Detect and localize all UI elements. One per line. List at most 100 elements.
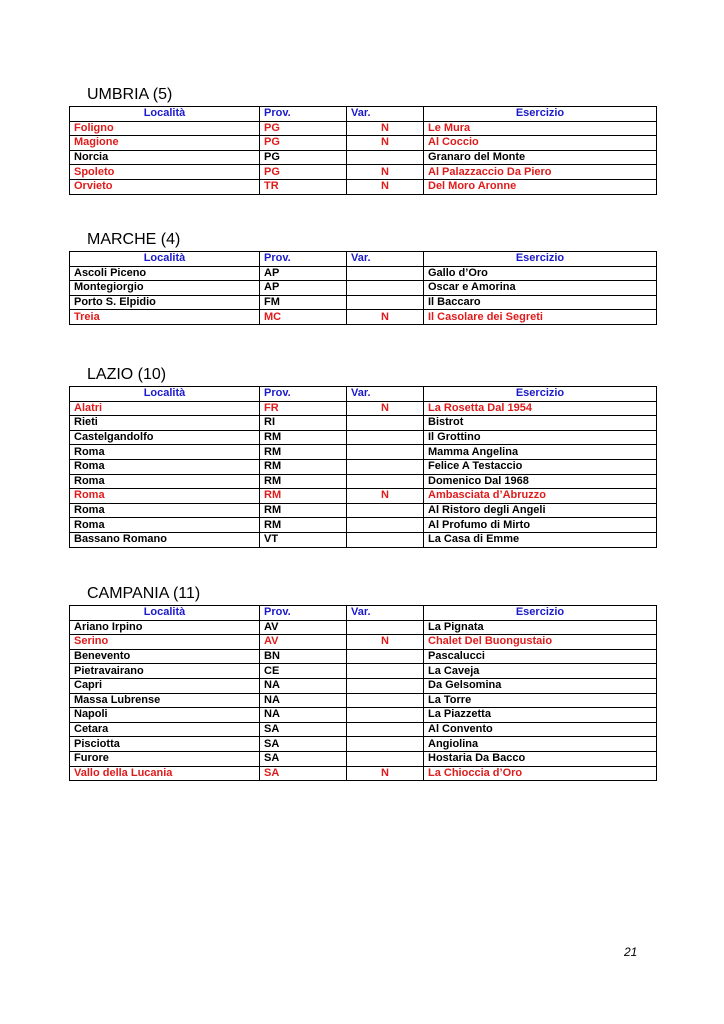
table-row: Massa Lubrense NA La Torre bbox=[69, 692, 657, 709]
region-title: MARCHE (4) bbox=[87, 231, 181, 248]
column-header: Esercizio bbox=[423, 605, 657, 621]
cell-esercizio: Al Convento bbox=[423, 721, 657, 738]
cell-prov: VT bbox=[259, 531, 347, 548]
cell-localita: Orvieto bbox=[69, 178, 260, 195]
table-row: Roma RM N Ambasciata d’Abruzzo bbox=[69, 488, 657, 504]
cell-esercizio: Oscar e Amorina bbox=[423, 280, 657, 296]
column-header: Var. bbox=[346, 251, 424, 267]
table-row: Roma RM Mamma Angelina bbox=[69, 444, 657, 460]
cell-prov: SA bbox=[259, 736, 347, 752]
cell-var: N bbox=[346, 400, 424, 417]
cell-var bbox=[346, 619, 424, 636]
table-header-row: Località Prov. Var. Esercizio bbox=[69, 386, 657, 402]
cell-localita: Treia bbox=[69, 309, 260, 325]
cell-prov: RI bbox=[259, 415, 347, 431]
cell-esercizio: Granaro del Monte bbox=[423, 149, 657, 166]
cell-var bbox=[346, 415, 424, 431]
table-header-row: Località Prov. Var. Esercizio bbox=[69, 106, 657, 122]
table-row: Roma RM Al Ristoro degli Angeli bbox=[69, 502, 657, 519]
cell-localita: Norcia bbox=[69, 149, 260, 166]
cell-localita: Pisciotta bbox=[69, 736, 260, 752]
cell-prov: AV bbox=[259, 634, 347, 650]
table-row: Roma RM Felice A Testaccio bbox=[69, 458, 657, 475]
table-row: Roma RM Domenico Dal 1968 bbox=[69, 473, 657, 490]
cell-esercizio: Hostaria Da Bacco bbox=[423, 750, 657, 767]
cell-prov: AP bbox=[259, 280, 347, 296]
cell-localita: Roma bbox=[69, 444, 260, 460]
table-row: Capri NA Da Gelsomina bbox=[69, 677, 657, 694]
cell-var bbox=[346, 750, 424, 767]
cell-prov: RM bbox=[259, 502, 347, 519]
cell-var bbox=[346, 444, 424, 460]
cell-var bbox=[346, 663, 424, 679]
cell-prov: PG bbox=[259, 135, 347, 151]
column-header: Località bbox=[69, 251, 260, 267]
cell-esercizio: Felice A Testaccio bbox=[423, 458, 657, 475]
cell-prov: PG bbox=[259, 149, 347, 166]
cell-esercizio: Il Baccaro bbox=[423, 294, 657, 311]
cell-var: N bbox=[346, 765, 424, 782]
cell-esercizio: Al Profumo di Mirto bbox=[423, 517, 657, 533]
table-header-row: Località Prov. Var. Esercizio bbox=[69, 605, 657, 621]
table-row: Ascoli Piceno AP Gallo d’Oro bbox=[69, 265, 657, 282]
cell-var bbox=[346, 707, 424, 723]
cell-var: N bbox=[346, 120, 424, 137]
cell-esercizio: La Casa di Emme bbox=[423, 531, 657, 548]
cell-esercizio: Le Mura bbox=[423, 120, 657, 137]
cell-prov: RM bbox=[259, 458, 347, 475]
cell-var bbox=[346, 429, 424, 446]
page-number: 21 bbox=[624, 945, 638, 959]
table-row: Pietravairano CE La Caveja bbox=[69, 663, 657, 679]
table-row: Bassano Romano VT La Casa di Emme bbox=[69, 531, 657, 548]
cell-localita: Ariano Irpino bbox=[69, 619, 260, 636]
cell-var bbox=[346, 294, 424, 311]
column-header: Prov. bbox=[259, 386, 347, 402]
cell-esercizio: Il Casolare dei Segreti bbox=[423, 309, 657, 325]
cell-var bbox=[346, 517, 424, 533]
restaurant-table: Località Prov. Var. Esercizio Foligno PG N Le M… bbox=[69, 106, 657, 195]
cell-prov: SA bbox=[259, 750, 347, 767]
cell-esercizio: Gallo d’Oro bbox=[423, 265, 657, 282]
table-row: Porto S. Elpidio FM Il Baccaro bbox=[69, 294, 657, 311]
cell-esercizio: Mamma Angelina bbox=[423, 444, 657, 460]
cell-localita: Magione bbox=[69, 135, 260, 151]
cell-var: N bbox=[346, 309, 424, 325]
cell-localita: Bassano Romano bbox=[69, 531, 260, 548]
table-row: Treia MC N Il Casolare dei Segreti bbox=[69, 309, 657, 325]
cell-prov: SA bbox=[259, 765, 347, 782]
table-header-row: Località Prov. Var. Esercizio bbox=[69, 251, 657, 267]
cell-var bbox=[346, 280, 424, 296]
cell-localita: Roma bbox=[69, 458, 260, 475]
table-row: Norcia PG Granaro del Monte bbox=[69, 149, 657, 166]
cell-localita: Massa Lubrense bbox=[69, 692, 260, 709]
cell-localita: Benevento bbox=[69, 648, 260, 665]
cell-localita: Furore bbox=[69, 750, 260, 767]
cell-localita: Serino bbox=[69, 634, 260, 650]
cell-esercizio: Al Palazzaccio Da Piero bbox=[423, 164, 657, 180]
table-row: Alatri FR N La Rosetta Dal 1954 bbox=[69, 400, 657, 417]
table-row: Cetara SA Al Convento bbox=[69, 721, 657, 738]
cell-var: N bbox=[346, 164, 424, 180]
cell-esercizio: Domenico Dal 1968 bbox=[423, 473, 657, 490]
cell-prov: FR bbox=[259, 400, 347, 417]
cell-localita: Roma bbox=[69, 473, 260, 490]
restaurant-table: Località Prov. Var. Esercizio Alatri FR N La Ro… bbox=[69, 386, 657, 548]
cell-var bbox=[346, 736, 424, 752]
cell-localita: Castelgandolfo bbox=[69, 429, 260, 446]
cell-prov: NA bbox=[259, 707, 347, 723]
cell-var bbox=[346, 502, 424, 519]
column-header: Località bbox=[69, 605, 260, 621]
cell-prov: PG bbox=[259, 120, 347, 137]
cell-var: N bbox=[346, 488, 424, 504]
table-row: Furore SA Hostaria Da Bacco bbox=[69, 750, 657, 767]
cell-prov: MC bbox=[259, 309, 347, 325]
table-row: Napoli NA La Piazzetta bbox=[69, 707, 657, 723]
region-title: CAMPANIA (11) bbox=[87, 585, 201, 602]
table-row: Rieti RI Bistrot bbox=[69, 415, 657, 431]
cell-localita: Ascoli Piceno bbox=[69, 265, 260, 282]
cell-prov: AP bbox=[259, 265, 347, 282]
cell-esercizio: Angiolina bbox=[423, 736, 657, 752]
cell-localita: Roma bbox=[69, 502, 260, 519]
restaurant-table: Località Prov. Var. Esercizio Ascoli Piceno A… bbox=[69, 251, 657, 325]
cell-localita: Spoleto bbox=[69, 164, 260, 180]
